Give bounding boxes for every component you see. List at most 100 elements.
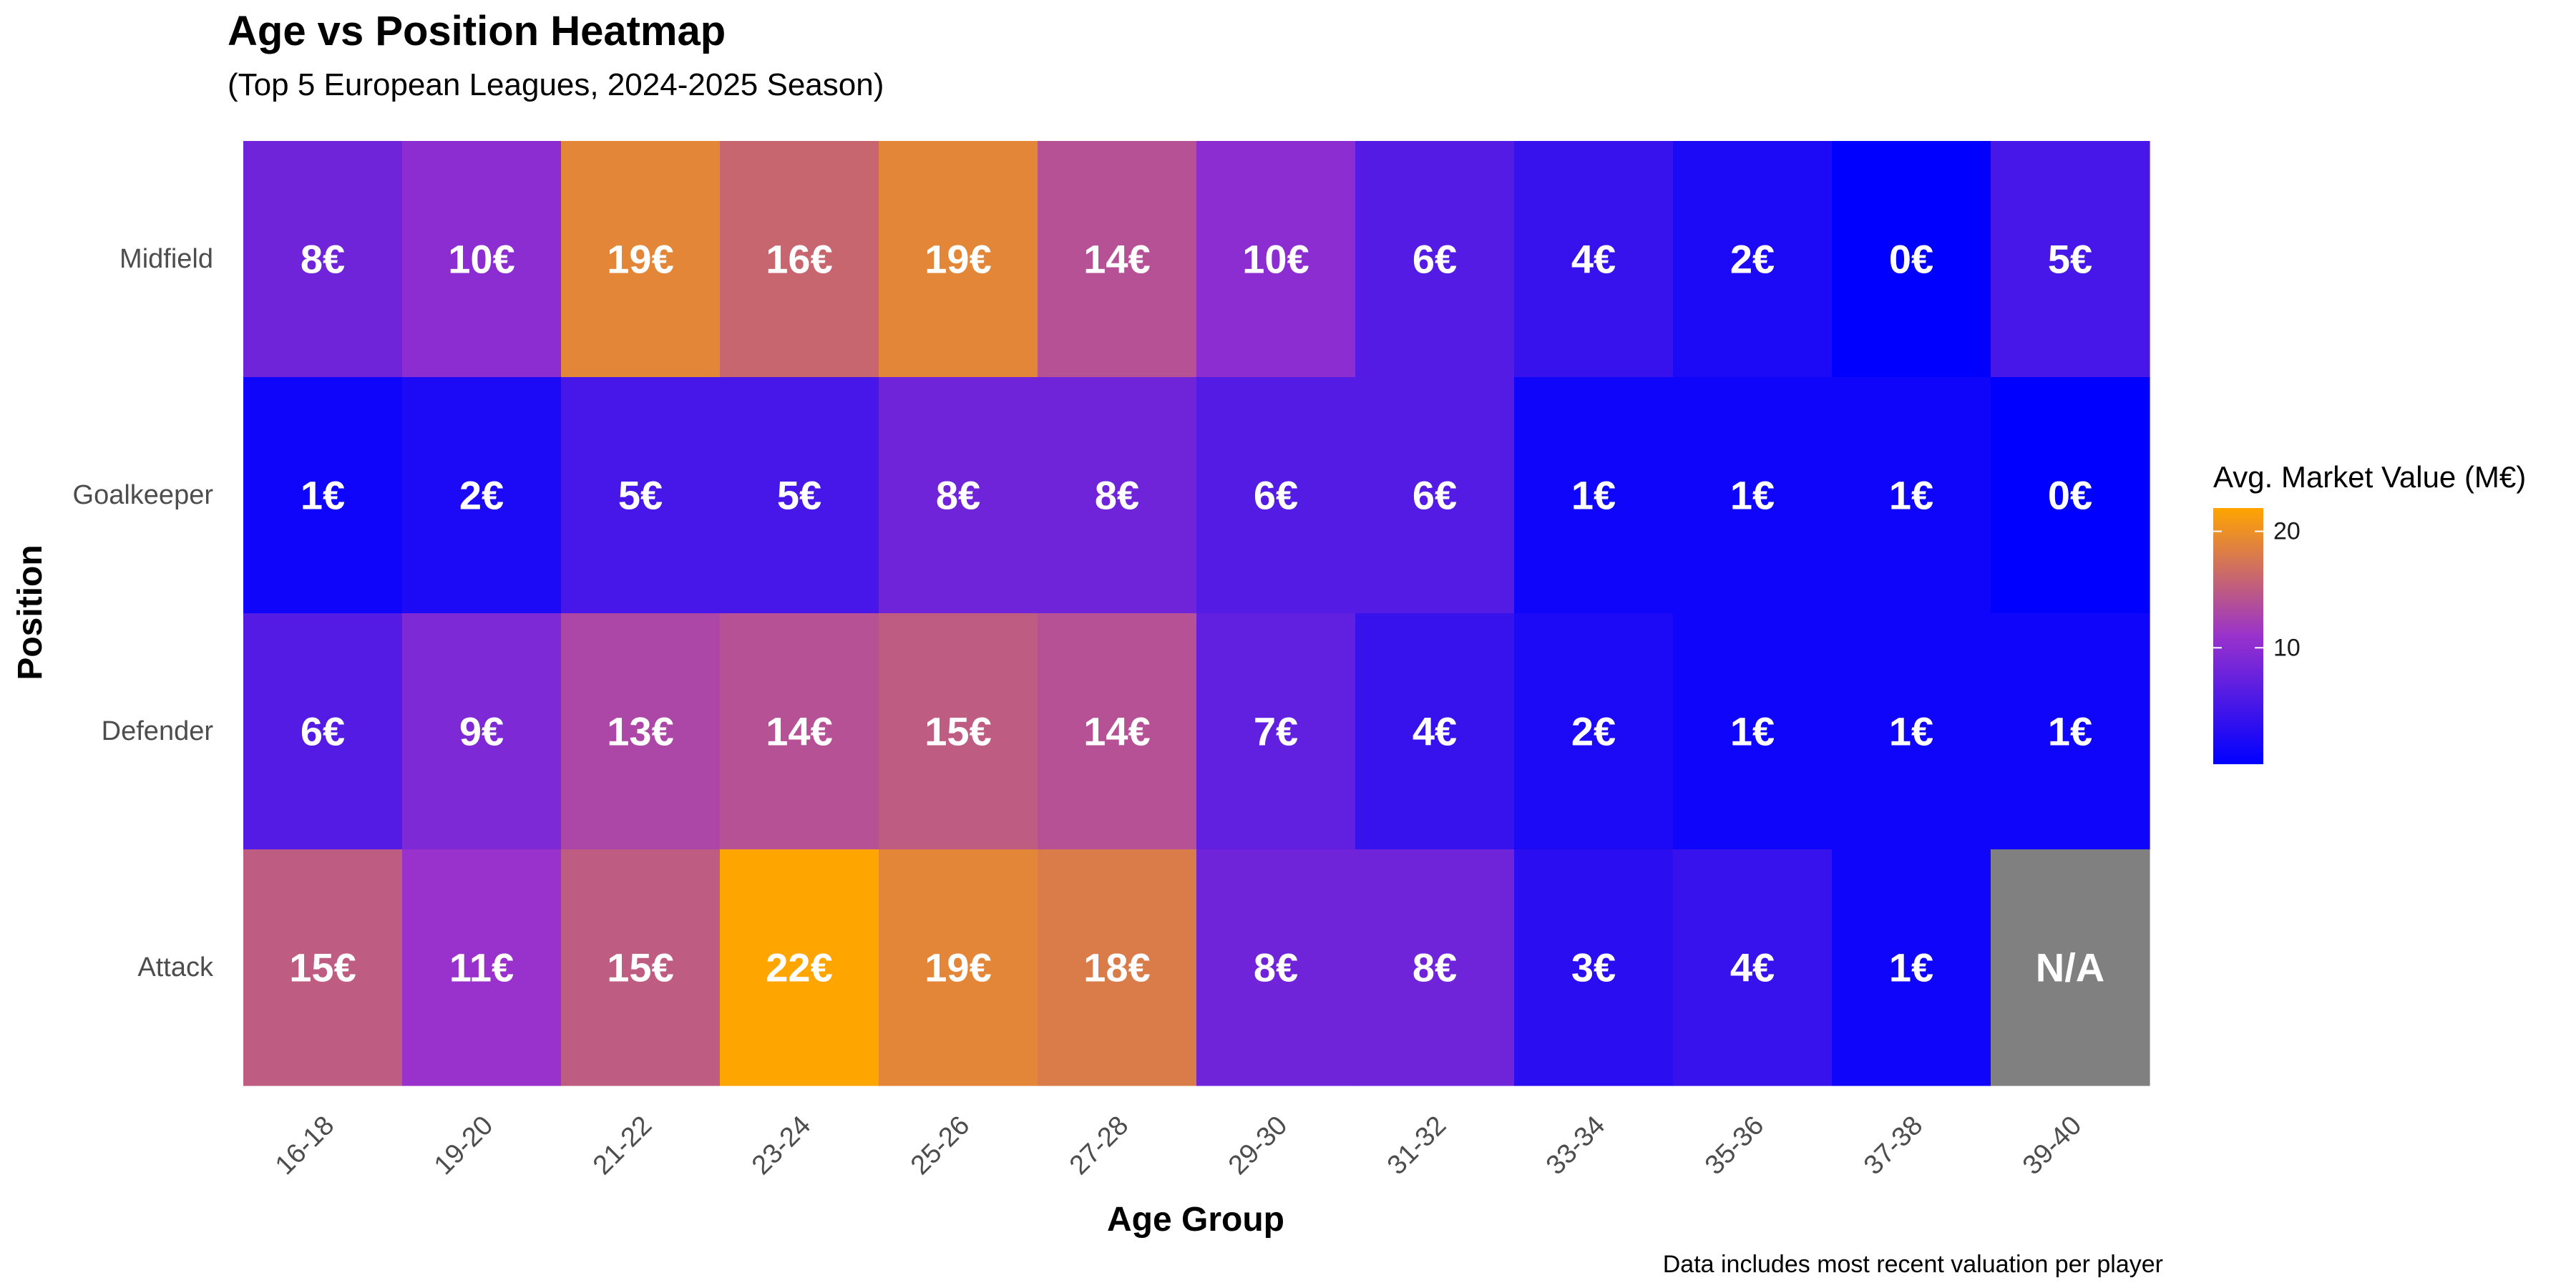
x-tick-label: 37-38 bbox=[1858, 1111, 1928, 1181]
heatmap-cell bbox=[1196, 141, 1356, 378]
heatmap-cell bbox=[879, 141, 1038, 378]
heatmap-cell-label: 1€ bbox=[1730, 709, 1775, 754]
heatmap-cell-label: 8€ bbox=[1254, 945, 1298, 990]
heatmap-cell bbox=[1038, 141, 1197, 378]
y-tick-label: Attack bbox=[137, 952, 214, 982]
x-tick-label: 33-34 bbox=[1541, 1111, 1611, 1181]
heatmap-cell bbox=[1355, 141, 1515, 378]
legend-title: Avg. Market Value (M€) bbox=[2213, 460, 2526, 494]
heatmap-cell-label: 16€ bbox=[766, 237, 832, 282]
heatmap-cell bbox=[1514, 141, 1674, 378]
heatmap-cell-label: 5€ bbox=[618, 473, 663, 518]
heatmap-cell bbox=[1514, 613, 1674, 850]
heatmap-cell bbox=[1038, 377, 1197, 614]
heatmap-cell-label: 4€ bbox=[1571, 237, 1616, 282]
heatmap-cell bbox=[720, 377, 879, 614]
heatmap-cell-label: 6€ bbox=[1413, 237, 1457, 282]
x-tick-label: 39-40 bbox=[2017, 1111, 2087, 1181]
y-tick-label: Midfield bbox=[119, 244, 213, 274]
heatmap-cell bbox=[1673, 849, 1833, 1086]
heatmap-cell-label: 10€ bbox=[448, 237, 514, 282]
heatmap-cell bbox=[720, 141, 879, 378]
heatmap-cell-label: 1€ bbox=[301, 473, 345, 518]
heatmap-cell-label: 14€ bbox=[766, 709, 832, 754]
heatmap-cell-label: 7€ bbox=[1254, 709, 1298, 754]
heatmap-cell-label: 14€ bbox=[1083, 709, 1150, 754]
heatmap-cell bbox=[1832, 141, 1991, 378]
heatmap-cell bbox=[720, 849, 879, 1086]
legend-tick-label: 10 bbox=[2273, 634, 2301, 661]
x-tick-label: 27-28 bbox=[1064, 1111, 1134, 1181]
heatmap-cell-label: 5€ bbox=[2048, 237, 2092, 282]
heatmap-cell bbox=[243, 377, 403, 614]
heatmap-cell-label: 15€ bbox=[607, 945, 673, 990]
y-tick-label: Defender bbox=[102, 716, 214, 746]
legend-ticks: 10 20 bbox=[2213, 518, 2301, 661]
heatmap-cell bbox=[402, 141, 562, 378]
heatmap-cell-label: N/A bbox=[2036, 945, 2104, 990]
legend-tick-label: 20 bbox=[2273, 518, 2301, 545]
heatmap-cell-label: 22€ bbox=[766, 945, 832, 990]
heatmap-cell-label: 15€ bbox=[924, 709, 991, 754]
heatmap-cell bbox=[1196, 377, 1356, 614]
heatmap-cell-label: 9€ bbox=[459, 709, 504, 754]
x-axis-title: Age Group bbox=[1107, 1201, 1284, 1239]
heatmap-cell-label: 1€ bbox=[1889, 709, 1933, 754]
x-tick-label: 25-26 bbox=[905, 1111, 975, 1181]
y-axis-ticks: Midfield Goalkeeper Defender Attack bbox=[73, 244, 214, 982]
x-axis-ticks: 16-18 19-20 21-22 23-24 25-26 27-28 29-30 31-32… bbox=[270, 1111, 2087, 1181]
heatmap-cell bbox=[561, 613, 721, 850]
y-axis-title: Position bbox=[11, 545, 49, 680]
heatmap-cell-label: 1€ bbox=[1889, 473, 1933, 518]
heatmap-cell-label: 4€ bbox=[1730, 945, 1775, 990]
y-tick-label: Goalkeeper bbox=[73, 480, 214, 510]
heatmap-cell bbox=[561, 377, 721, 614]
heatmap-cell bbox=[1991, 141, 2150, 378]
heatmap-cell bbox=[402, 849, 562, 1086]
heatmap-cell-label: 8€ bbox=[936, 473, 980, 518]
heatmap-cell bbox=[1673, 141, 1833, 378]
heatmap-cell-label: 2€ bbox=[1571, 709, 1616, 754]
chart-caption: Data includes most recent valuation per … bbox=[1663, 1251, 2163, 1278]
heatmap-cell-label: 13€ bbox=[607, 709, 673, 754]
heatmap-cell-label: 2€ bbox=[1730, 237, 1775, 282]
heatmap-cell bbox=[561, 141, 721, 378]
heatmap-cell-labels: 8€ 10€ 19€ 16€ 19€ 14€ 10€ 6€ 4€ 2€ 0€ 5€ 1€ 2€ 5€ 5€ 8€… bbox=[289, 237, 2104, 990]
heatmap-cell bbox=[1355, 849, 1515, 1086]
heatmap-cell-label: 18€ bbox=[1083, 945, 1150, 990]
heatmap-cell bbox=[1514, 849, 1674, 1086]
heatmap-cell-label: 1€ bbox=[1889, 945, 1933, 990]
x-tick-label: 21-22 bbox=[587, 1111, 658, 1181]
heatmap-cell-label: 0€ bbox=[1889, 237, 1933, 282]
heatmap-cell-label: 15€ bbox=[289, 945, 356, 990]
heatmap-cell bbox=[1991, 613, 2150, 850]
heatmap-cell bbox=[243, 849, 403, 1086]
heatmap-cell bbox=[402, 613, 562, 850]
heatmap-cell bbox=[1832, 377, 1991, 614]
heatmap-cell-label: 0€ bbox=[2048, 473, 2092, 518]
heatmap-cell bbox=[243, 613, 403, 850]
heatmap-cell bbox=[1673, 377, 1833, 614]
x-tick-label: 31-32 bbox=[1382, 1111, 1452, 1181]
heatmap-cell-label: 8€ bbox=[301, 237, 345, 282]
heatmap-cell-label: 6€ bbox=[301, 709, 345, 754]
heatmap-cell-label: 3€ bbox=[1571, 945, 1616, 990]
heatmap-cell-label: 8€ bbox=[1095, 473, 1139, 518]
x-tick-label: 35-36 bbox=[1699, 1111, 1770, 1181]
color-legend: Avg. Market Value (M€) 10 20 bbox=[2213, 460, 2526, 764]
heatmap-cell bbox=[1038, 849, 1197, 1086]
heatmap-cell bbox=[879, 849, 1038, 1086]
heatmap-cell bbox=[879, 613, 1038, 850]
heatmap-cell bbox=[1355, 613, 1515, 850]
heatmap-cell bbox=[1991, 849, 2150, 1086]
heatmap-cells bbox=[243, 141, 2150, 1086]
heatmap-cell-label: 19€ bbox=[924, 237, 991, 282]
heatmap-cell bbox=[1355, 377, 1515, 614]
heatmap-cell-label: 19€ bbox=[924, 945, 991, 990]
heatmap-cell bbox=[402, 377, 562, 614]
heatmap-cell-label: 14€ bbox=[1083, 237, 1150, 282]
heatmap-cell-label: 4€ bbox=[1413, 709, 1457, 754]
heatmap-cell-label: 1€ bbox=[1730, 473, 1775, 518]
heatmap-cell bbox=[1514, 377, 1674, 614]
heatmap-cell-label: 8€ bbox=[1413, 945, 1457, 990]
